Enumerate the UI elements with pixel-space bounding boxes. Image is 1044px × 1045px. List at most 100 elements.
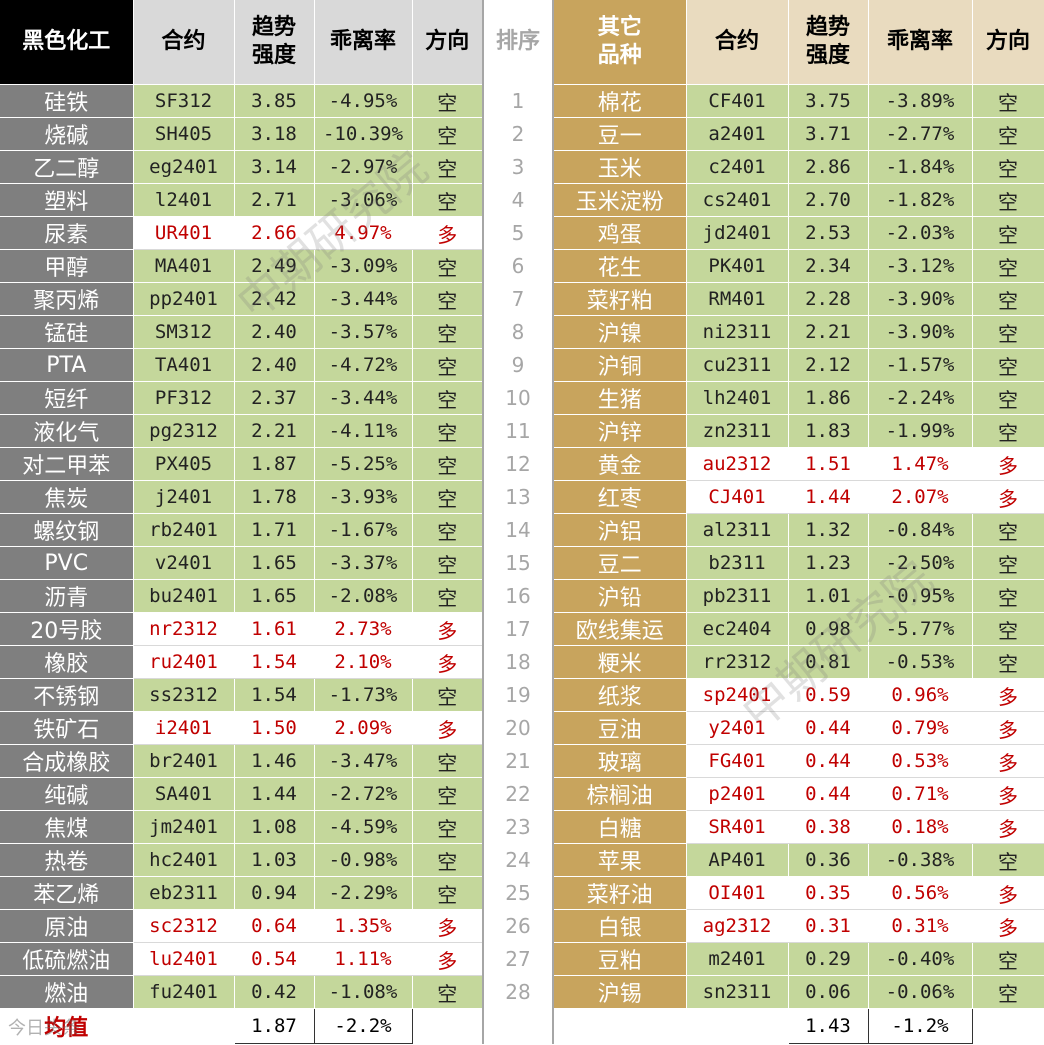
table-row: 原油 sc2312 0.64 1.35% 多 26 白银 ag2312 0.31 0.31% 多 — [0, 909, 1044, 943]
left-dev-cell: -3.47% — [314, 744, 413, 778]
table-row: 对二甲苯 PX405 1.87 -5.25% 空 12 黄金 au2312 1.51 1.47% 多 — [0, 447, 1044, 481]
right-trend-cell: 0.44 — [788, 711, 869, 745]
left-dir-cell: 空 — [412, 84, 484, 118]
rank-header: 排序 — [482, 0, 554, 85]
right-variety-name: 沪铅 — [553, 579, 687, 613]
left-variety-name: PTA — [0, 348, 134, 382]
table-row: PTA TA401 2.40 -4.72% 空 9 沪铜 cu2311 2.12 -1.57% 空 — [0, 348, 1044, 382]
left-trend-cell: 1.54 — [234, 678, 315, 712]
left-contract-cell: SM312 — [133, 315, 235, 349]
right-dir-cell: 空 — [972, 546, 1044, 580]
left-trend-cell: 2.49 — [234, 249, 315, 283]
left-variety-name: 乙二醇 — [0, 150, 134, 184]
rank-cell: 19 — [482, 678, 554, 712]
left-trend-cell: 2.40 — [234, 315, 315, 349]
left-variety-name: 原油 — [0, 909, 134, 943]
left-dev-cell: 4.97% — [314, 216, 413, 250]
rank-cell: 17 — [482, 612, 554, 646]
right-variety-name: 沪铝 — [553, 513, 687, 547]
right-dev-cell: -2.03% — [868, 216, 973, 250]
right-dir-cell: 多 — [972, 876, 1044, 910]
direction-header-right: 方向 — [972, 0, 1044, 85]
average-rank-spacer — [482, 1008, 554, 1044]
left-dir-cell: 空 — [412, 810, 484, 844]
table-row: 乙二醇 eg2401 3.14 -2.97% 空 3 玉米 c2401 2.86 -1.84% 空 — [0, 150, 1044, 184]
right-dir-cell: 多 — [972, 711, 1044, 745]
left-dev-cell: -3.93% — [314, 480, 413, 514]
right-contract-cell: FG401 — [686, 744, 789, 778]
right-trend-cell: 1.83 — [788, 414, 869, 448]
right-dir-cell: 多 — [972, 777, 1044, 811]
table-row: 沥青 bu2401 1.65 -2.08% 空 16 沪铅 pb2311 1.01 -0.95% 空 — [0, 579, 1044, 613]
left-variety-name: 锰硅 — [0, 315, 134, 349]
left-variety-name: 烧碱 — [0, 117, 134, 151]
right-variety-name: 鸡蛋 — [553, 216, 687, 250]
left-dir-cell: 空 — [412, 744, 484, 778]
left-dev-cell: -1.73% — [314, 678, 413, 712]
header-row: 黑色化工 合约 趋势 强度 乖离率 方向 排序 其它 品种 合约 趋势 强度 乖离率 … — [0, 0, 1044, 85]
right-contract-cell: sn2311 — [686, 975, 789, 1009]
right-variety-name: 沪锌 — [553, 414, 687, 448]
left-contract-cell: hc2401 — [133, 843, 235, 877]
left-contract-cell: lu2401 — [133, 942, 235, 976]
right-contract-cell: ag2312 — [686, 909, 789, 943]
right-dir-cell: 多 — [972, 447, 1044, 481]
trend-header-line2: 强度 — [251, 43, 296, 68]
right-variety-name: 纸浆 — [553, 678, 687, 712]
table-row: 橡胶 ru2401 1.54 2.10% 多 18 粳米 rr2312 0.81 -0.53% 空 — [0, 645, 1044, 679]
left-trend-cell: 1.87 — [234, 447, 315, 481]
left-variety-name: 焦煤 — [0, 810, 134, 844]
right-dev-cell: -1.82% — [868, 183, 973, 217]
left-variety-name: 聚丙烯 — [0, 282, 134, 316]
left-dir-cell: 多 — [412, 645, 484, 679]
left-dev-cell: 1.35% — [314, 909, 413, 943]
left-trend-cell: 1.78 — [234, 480, 315, 514]
right-contract-cell: ec2404 — [686, 612, 789, 646]
right-dir-cell: 多 — [972, 810, 1044, 844]
right-contract-cell: CF401 — [686, 84, 789, 118]
left-dir-cell: 空 — [412, 414, 484, 448]
right-contract-cell: zn2311 — [686, 414, 789, 448]
left-contract-cell: rb2401 — [133, 513, 235, 547]
average-spacer — [553, 1008, 687, 1044]
rank-cell: 1 — [482, 84, 554, 118]
left-dev-cell: 2.10% — [314, 645, 413, 679]
right-dev-cell: -0.06% — [868, 975, 973, 1009]
right-dir-cell: 空 — [972, 84, 1044, 118]
left-trend-cell: 1.71 — [234, 513, 315, 547]
right-variety-name: 欧线集运 — [553, 612, 687, 646]
left-dev-cell: -2.08% — [314, 579, 413, 613]
rank-cell: 20 — [482, 711, 554, 745]
trend-header-line1: 趋势 — [251, 15, 296, 40]
left-dir-cell: 空 — [412, 183, 484, 217]
table-row: 纯碱 SA401 1.44 -2.72% 空 22 棕榈油 p2401 0.44 0.71% 多 — [0, 777, 1044, 811]
right-trend-cell: 1.23 — [788, 546, 869, 580]
table-row: 塑料 l2401 2.71 -3.06% 空 4 玉米淀粉 cs2401 2.70 -1.82% 空 — [0, 183, 1044, 217]
right-contract-cell: lh2401 — [686, 381, 789, 415]
left-dir-cell: 空 — [412, 513, 484, 547]
left-variety-name: 沥青 — [0, 579, 134, 613]
rank-cell: 2 — [482, 117, 554, 151]
right-category-line2: 品种 — [597, 43, 642, 68]
average-label: 均值 — [0, 1008, 134, 1044]
right-contract-cell: au2312 — [686, 447, 789, 481]
right-trend-cell: 2.53 — [788, 216, 869, 250]
rank-cell: 3 — [482, 150, 554, 184]
left-variety-name: 热卷 — [0, 843, 134, 877]
right-trend-cell: 1.51 — [788, 447, 869, 481]
rank-cell: 12 — [482, 447, 554, 481]
left-variety-name: 螺纹钢 — [0, 513, 134, 547]
right-dev-cell: -3.12% — [868, 249, 973, 283]
right-dir-cell: 空 — [972, 612, 1044, 646]
right-trend-cell: 0.44 — [788, 777, 869, 811]
left-trend-cell: 1.44 — [234, 777, 315, 811]
table-row: 短纤 PF312 2.37 -3.44% 空 10 生猪 lh2401 1.86 -2.24% 空 — [0, 381, 1044, 415]
table-row: 焦炭 j2401 1.78 -3.93% 空 13 红枣 CJ401 1.44 2.07% 多 — [0, 480, 1044, 514]
left-contract-cell: pp2401 — [133, 282, 235, 316]
left-contract-cell: SA401 — [133, 777, 235, 811]
right-variety-name: 沪铜 — [553, 348, 687, 382]
right-trend-cell: 2.28 — [788, 282, 869, 316]
right-contract-cell: b2311 — [686, 546, 789, 580]
right-contract-cell: ni2311 — [686, 315, 789, 349]
right-dev-cell: -2.24% — [868, 381, 973, 415]
